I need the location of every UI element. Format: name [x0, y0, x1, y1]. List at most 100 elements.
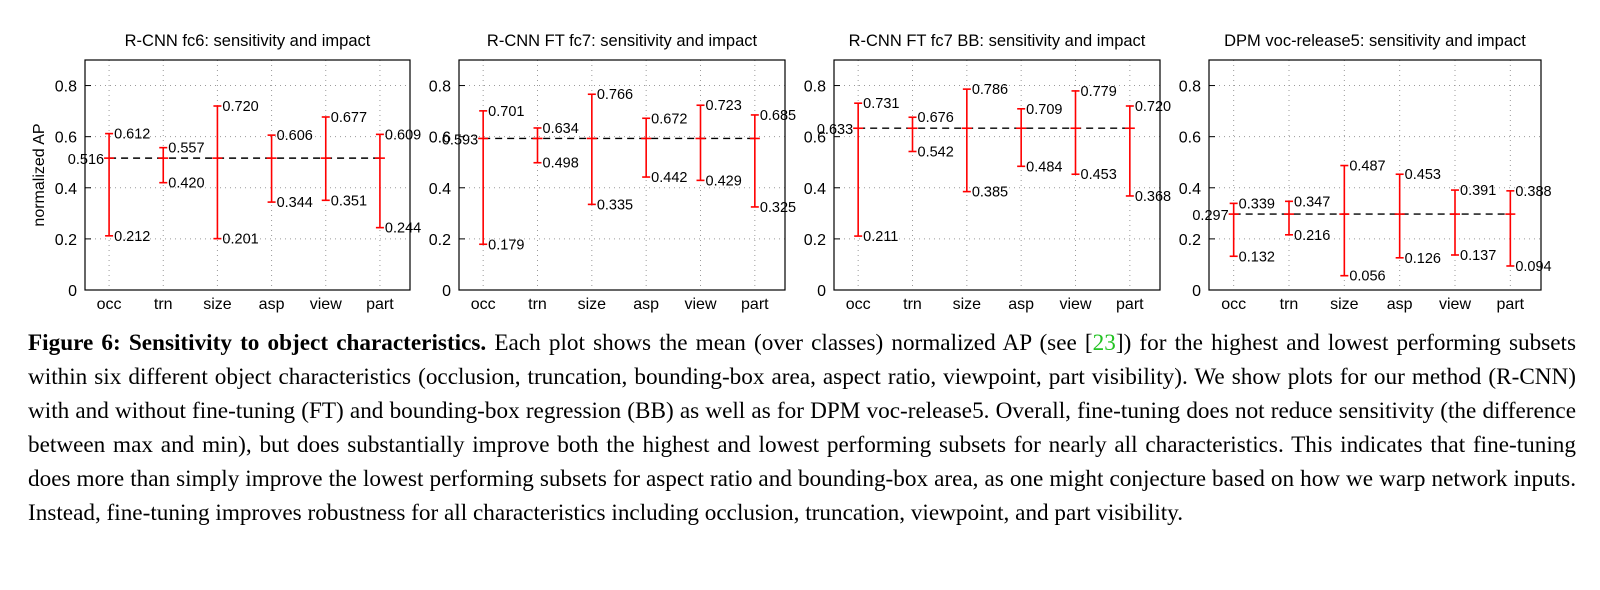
min-value-label: 0.498	[543, 156, 579, 172]
plot-frame	[458, 59, 786, 291]
category-label: trn	[903, 296, 922, 313]
caption-reference-link[interactable]: 23	[1092, 330, 1116, 356]
category-label: occ	[471, 296, 496, 313]
caption-text-after-ref: ]) for the highest and lowest performing…	[28, 330, 1576, 526]
category-label: size	[578, 296, 607, 313]
y-tick-label: 0.6	[804, 130, 826, 147]
chart-title: R-CNN FT fc7 BB: sensitivity and impact	[849, 32, 1146, 50]
min-value-label: 0.201	[222, 232, 258, 248]
max-value-label: 0.609	[385, 127, 421, 143]
max-value-label: 0.487	[1349, 159, 1385, 175]
category-label: occ	[97, 296, 122, 313]
figure-caption: Figure 6: Sensitivity to object characte…	[28, 326, 1576, 530]
y-tick-label: 0.8	[804, 79, 826, 96]
max-value-label: 0.685	[760, 108, 796, 124]
y-tick-label: 0	[1192, 283, 1201, 300]
max-value-label: 0.672	[651, 111, 687, 127]
max-value-label: 0.388	[1515, 184, 1551, 200]
mean-value-label: 0.516	[68, 152, 104, 168]
min-value-label: 0.325	[760, 200, 796, 216]
max-value-label: 0.557	[168, 141, 204, 157]
mean-value-label: 0.297	[1192, 208, 1228, 224]
y-tick-label: 0.2	[804, 232, 826, 249]
chart-panel-1: R-CNN fc6: sensitivity and impact normali…	[31, 32, 421, 313]
y-tick-label: 0.6	[55, 130, 77, 147]
caption-text-before-ref: Each plot shows the mean (over classes) …	[486, 330, 1093, 356]
y-tick-label: 0.8	[429, 79, 451, 96]
min-value-label: 0.420	[168, 176, 204, 192]
y-tick-label: 0	[817, 283, 826, 300]
max-value-label: 0.766	[597, 87, 633, 103]
plot-frame	[84, 59, 411, 291]
category-label: size	[953, 296, 982, 313]
y-tick-label: 0	[442, 283, 451, 300]
category-label: view	[310, 296, 342, 313]
max-value-label: 0.786	[972, 82, 1008, 98]
y-tick-label: 0.4	[429, 181, 451, 198]
min-value-label: 0.442	[651, 170, 687, 186]
max-value-label: 0.634	[543, 121, 579, 137]
y-tick-label: 0.4	[1179, 181, 1201, 198]
y-tick-label: 0.8	[55, 79, 77, 96]
min-value-label: 0.429	[706, 173, 742, 189]
min-value-label: 0.056	[1349, 269, 1385, 285]
category-label: asp	[633, 296, 659, 313]
min-value-label: 0.216	[1294, 228, 1330, 244]
max-value-label: 0.612	[114, 127, 150, 143]
plot-frame	[833, 59, 1161, 291]
min-value-label: 0.126	[1405, 251, 1441, 267]
min-value-label: 0.335	[597, 197, 633, 213]
chart-title: R-CNN fc6: sensitivity and impact	[125, 32, 371, 50]
min-value-label: 0.212	[114, 229, 150, 245]
sensitivity-figure: R-CNN fc6: sensitivity and impact normali…	[31, 32, 1552, 313]
max-value-label: 0.347	[1294, 194, 1330, 210]
y-tick-label: 0.2	[429, 232, 451, 249]
category-label: part	[1116, 296, 1144, 313]
mean-value-label: 0.593	[442, 132, 478, 148]
chart-panel-2: R-CNN FT fc7: sensitivity and impact 0 0.2…	[429, 32, 796, 313]
y-tick-label: 0.2	[1179, 232, 1201, 249]
y-tick-label: 0	[68, 283, 77, 300]
category-label: view	[684, 296, 716, 313]
category-label: part	[741, 296, 769, 313]
max-value-label: 0.709	[1026, 102, 1062, 118]
mean-value-label: 0.633	[817, 122, 853, 138]
min-value-label: 0.542	[918, 144, 954, 160]
min-value-label: 0.094	[1515, 259, 1551, 275]
max-value-label: 0.720	[1135, 99, 1171, 115]
category-label: asp	[1387, 296, 1413, 313]
category-label: trn	[154, 296, 173, 313]
category-label: size	[1330, 296, 1359, 313]
min-value-label: 0.244	[385, 221, 421, 237]
min-value-label: 0.344	[277, 195, 313, 211]
chart-panel-3: R-CNN FT fc7 BB: sensitivity and impact 0…	[804, 32, 1171, 313]
category-label: asp	[1008, 296, 1034, 313]
category-label: view	[1059, 296, 1091, 313]
y-tick-label: 0.4	[804, 181, 826, 198]
min-value-label: 0.137	[1460, 248, 1496, 264]
max-value-label: 0.339	[1239, 196, 1275, 212]
min-value-label: 0.484	[1026, 159, 1062, 175]
chart-title: DPM voc-release5: sensitivity and impact	[1224, 32, 1526, 50]
category-label: size	[203, 296, 232, 313]
category-label: occ	[1221, 296, 1246, 313]
min-value-label: 0.351	[331, 193, 367, 209]
max-value-label: 0.723	[706, 98, 742, 114]
y-tick-label: 0.2	[55, 232, 77, 249]
y-axis-label: normalized AP	[31, 123, 48, 226]
category-label: asp	[259, 296, 285, 313]
y-tick-label: 0.6	[429, 130, 451, 147]
min-value-label: 0.368	[1135, 189, 1171, 205]
min-value-label: 0.179	[488, 237, 524, 253]
chart-title: R-CNN FT fc7: sensitivity and impact	[487, 32, 758, 50]
caption-label: Figure 6: Sensitivity to object characte…	[28, 330, 487, 356]
category-label: part	[366, 296, 394, 313]
min-value-label: 0.453	[1081, 167, 1117, 183]
min-value-label: 0.132	[1239, 249, 1275, 265]
y-tick-label: 0.4	[55, 181, 77, 198]
category-label: trn	[528, 296, 547, 313]
max-value-label: 0.731	[863, 96, 899, 112]
category-label: view	[1439, 296, 1471, 313]
category-label: trn	[1280, 296, 1299, 313]
max-value-label: 0.720	[222, 99, 258, 115]
